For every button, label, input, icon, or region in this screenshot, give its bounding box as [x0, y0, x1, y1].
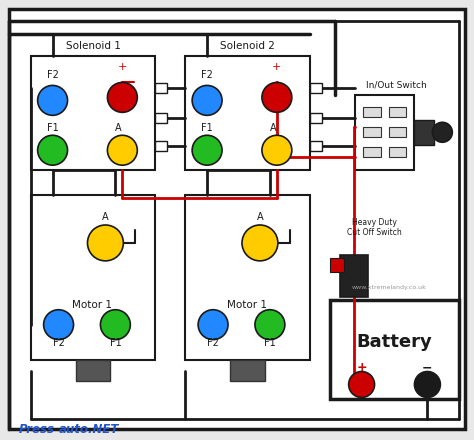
Circle shape	[192, 135, 222, 165]
Circle shape	[414, 371, 440, 397]
Text: F2: F2	[53, 337, 64, 348]
Circle shape	[349, 371, 374, 397]
Text: Solenoid 1: Solenoid 1	[65, 40, 120, 51]
Text: In/Out Switch: In/Out Switch	[366, 81, 427, 90]
Text: A: A	[270, 123, 276, 133]
Circle shape	[198, 310, 228, 340]
Text: A: A	[102, 212, 109, 222]
Text: +: +	[118, 62, 127, 73]
Bar	[185, 195, 310, 359]
Text: A: A	[256, 212, 263, 222]
Bar	[330, 258, 344, 272]
Text: auto.NET: auto.NET	[59, 423, 119, 436]
Bar	[363, 107, 381, 117]
Bar	[363, 127, 381, 137]
Text: F2: F2	[46, 70, 58, 81]
Bar	[31, 55, 155, 170]
Text: Motor 1: Motor 1	[73, 300, 112, 310]
Text: Motor 1: Motor 1	[227, 300, 267, 310]
Circle shape	[255, 310, 285, 340]
Text: Solenoid 2: Solenoid 2	[220, 40, 275, 51]
Bar	[389, 147, 407, 157]
Text: F1: F1	[109, 337, 121, 348]
Bar	[185, 55, 310, 170]
Bar	[389, 107, 407, 117]
Bar	[310, 114, 322, 123]
Bar	[363, 147, 381, 157]
Circle shape	[262, 82, 292, 112]
Circle shape	[100, 310, 130, 340]
Text: F1: F1	[47, 123, 58, 133]
Circle shape	[242, 225, 278, 261]
Bar	[355, 95, 414, 170]
Bar	[389, 127, 407, 137]
Bar	[414, 120, 434, 145]
Text: Press: Press	[18, 423, 55, 436]
Text: F1: F1	[201, 123, 213, 133]
Text: Heavy Duty
Cut Off Switch: Heavy Duty Cut Off Switch	[347, 217, 402, 237]
Bar	[155, 84, 167, 93]
Bar	[340, 255, 367, 297]
Circle shape	[262, 135, 292, 165]
Circle shape	[192, 85, 222, 115]
Bar	[310, 84, 322, 93]
Text: −: −	[422, 361, 433, 374]
Bar	[330, 300, 459, 400]
Bar	[310, 141, 322, 151]
Text: www.xtremelandy.co.uk: www.xtremelandy.co.uk	[352, 285, 427, 290]
Circle shape	[108, 82, 137, 112]
Bar	[31, 195, 155, 359]
Text: F2: F2	[207, 337, 219, 348]
Circle shape	[37, 85, 67, 115]
Bar	[75, 359, 110, 381]
Text: +: +	[272, 62, 282, 73]
Circle shape	[432, 122, 452, 142]
Circle shape	[88, 225, 123, 261]
Circle shape	[44, 310, 73, 340]
Text: F2: F2	[201, 70, 213, 81]
Text: Battery: Battery	[356, 333, 432, 351]
Bar	[155, 114, 167, 123]
Text: +: +	[356, 361, 367, 374]
Text: F1: F1	[264, 337, 276, 348]
Circle shape	[108, 135, 137, 165]
Bar	[230, 359, 265, 381]
Text: A: A	[115, 123, 122, 133]
Bar	[155, 141, 167, 151]
Circle shape	[37, 135, 67, 165]
